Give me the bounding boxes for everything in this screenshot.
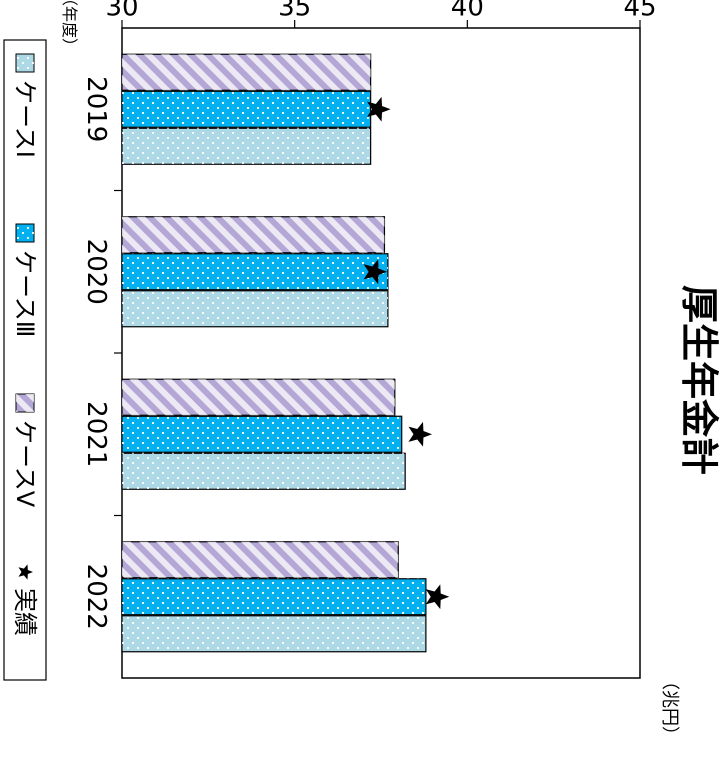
legend-label-actual: 実績: [11, 588, 39, 636]
bar-pattern-ケースⅢ-2020: [122, 253, 388, 290]
bar-pattern-ケースⅤ-2022: [122, 541, 399, 578]
legend-label-ケースⅢ: ケースⅢ: [11, 250, 39, 337]
unit-label: （兆円）: [659, 672, 680, 744]
value-label-40: 40: [451, 0, 484, 23]
axis-ticks-group: [114, 20, 641, 517]
rotated-chart-group: 2019 2020 2021 2022 30 35 40 45 厚生年金計 （兆円） （年度…: [3, 0, 721, 744]
actual-star-2020: [363, 259, 388, 285]
bar-pattern-ケースⅠ-2021: [122, 453, 406, 490]
category-labels-group: 2019 2020 2021 2022: [81, 76, 111, 630]
legend-box: [3, 39, 47, 681]
legend-label-ケースⅠ: ケースⅠ: [11, 80, 39, 158]
year-unit-label: （年度）: [60, 0, 79, 54]
bar-pattern-ケースⅤ-2020: [122, 216, 385, 253]
bar-pattern-ケースⅠ-2020: [122, 290, 388, 327]
legend-label-ケースⅤ: ケースⅤ: [11, 420, 39, 508]
value-labels-group: 30 35 40 45: [105, 0, 656, 23]
legend-swatch-pattern-ケースⅢ: [16, 224, 34, 242]
bar-pattern-ケースⅢ-2019: [122, 91, 371, 128]
bar-pattern-ケースⅠ-2022: [122, 615, 426, 652]
actual-markers-group: [363, 96, 450, 610]
bar-pattern-ケースⅢ-2022: [122, 578, 426, 615]
value-label-35: 35: [278, 0, 311, 23]
actual-star-2022: [425, 584, 450, 610]
bar-pattern-ケースⅠ-2019: [122, 128, 371, 165]
legend-swatch-pattern-ケースⅤ: [16, 394, 34, 412]
bar-pattern-ケースⅤ-2019: [122, 54, 371, 91]
legend-star-icon: [18, 564, 33, 580]
legend: ケースⅠ ケースⅢ ケースⅤ 実績: [3, 39, 47, 681]
chart-title: 厚生年金計: [677, 285, 721, 475]
category-label-2019: 2019: [81, 76, 111, 142]
bar-pattern-ケースⅢ-2021: [122, 416, 402, 453]
category-label-2020: 2020: [81, 239, 111, 305]
value-label-45: 45: [623, 0, 656, 23]
category-label-2022: 2022: [81, 564, 111, 630]
value-label-30: 30: [105, 0, 138, 23]
bar-pattern-ケースⅤ-2021: [122, 379, 395, 416]
category-label-2021: 2021: [81, 401, 111, 467]
bars-group: [121, 53, 427, 653]
actual-star-2021: [408, 421, 432, 447]
legend-swatch-pattern-ケースⅠ: [16, 54, 34, 72]
actual-star-2019: [367, 96, 391, 122]
